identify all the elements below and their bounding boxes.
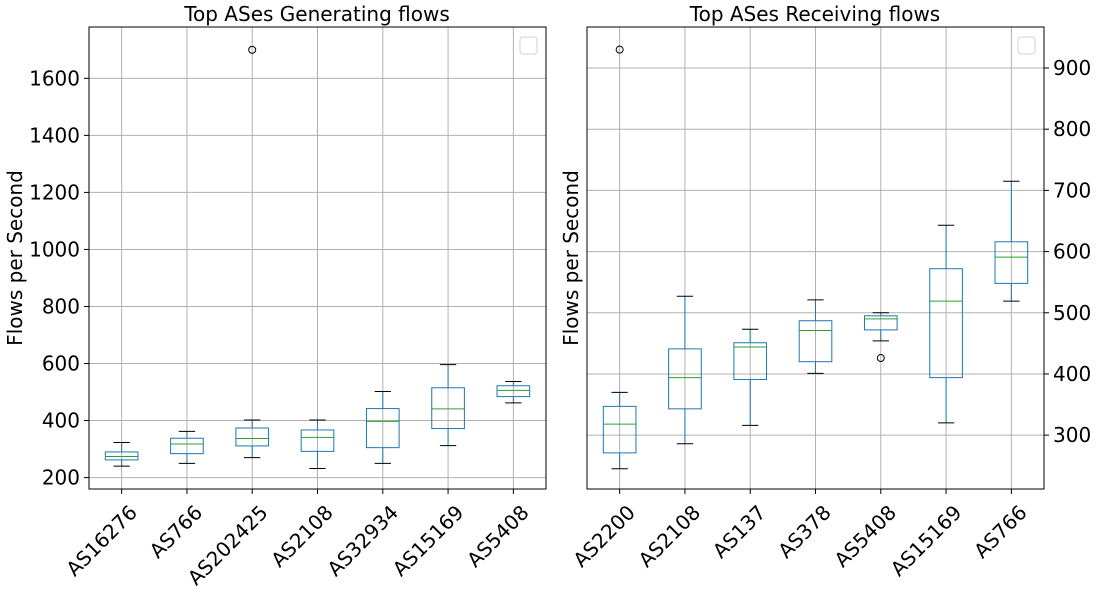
y-axis-label: Flows per Second <box>3 170 27 346</box>
box-body <box>431 387 465 430</box>
x-tick-label-AS766: AS766 <box>145 500 208 563</box>
box-body <box>733 342 768 380</box>
box-AS15169 <box>431 364 465 447</box>
box-body <box>170 437 204 455</box>
y-tick-label-6: 1400 <box>29 123 80 147</box>
y-tick-label-1: 400 <box>1053 362 1091 386</box>
box-AS766 <box>170 430 204 464</box>
x-tick-label-AS15169: AS15169 <box>886 500 967 581</box>
box-AS15169 <box>929 224 963 424</box>
x-tick-label-AS2108: AS2108 <box>634 500 706 572</box>
y-tick-label-1: 400 <box>42 409 80 433</box>
x-tick-label-AS2200: AS2200 <box>568 500 640 572</box>
box-body <box>798 320 833 363</box>
box-body <box>602 405 637 454</box>
y-tick-label-6: 900 <box>1053 56 1091 80</box>
outlier-point-0 <box>615 45 624 54</box>
box-body <box>863 315 898 331</box>
box-AS202425 <box>235 45 270 459</box>
box-AS2200 <box>602 45 637 470</box>
box-body <box>300 429 335 452</box>
box-AS137 <box>733 328 768 426</box>
legend-box <box>519 36 538 55</box>
chart-generating-flows: 200 400 600 800 1000 1200 1400 1600 AS16276 AS766… <box>3 2 547 589</box>
y-tick-label-2: 600 <box>42 352 80 376</box>
y-tick-label-2: 500 <box>1053 301 1091 325</box>
y-tick-label-3: 800 <box>42 294 80 318</box>
x-tick-label-AS378: AS378 <box>773 500 836 563</box>
x-tick-label-AS15169: AS15169 <box>388 500 469 581</box>
chart-title: Top ASes Receiving flows <box>689 2 940 26</box>
y-axis-label: Flows per Second <box>559 170 583 346</box>
x-tick-label-AS766: AS766 <box>969 500 1032 563</box>
box-AS2108 <box>668 295 702 445</box>
box-body <box>994 241 1029 284</box>
box-body <box>235 427 270 447</box>
box-AS766 <box>994 180 1029 302</box>
legend-box <box>1017 36 1036 55</box>
box-AS32934 <box>365 390 400 464</box>
box-AS378 <box>798 299 833 374</box>
y-tick-label-0: 200 <box>42 466 80 490</box>
box-body <box>365 408 400 449</box>
y-tick-label-7: 1600 <box>29 66 80 90</box>
outlier-point-0 <box>876 354 885 363</box>
box-AS16276 <box>104 442 139 467</box>
y-tick-label-0: 300 <box>1053 423 1091 447</box>
y-tick-label-4: 700 <box>1053 178 1091 202</box>
y-tick-label-3: 600 <box>1053 240 1091 264</box>
x-tick-label-AS32934: AS32934 <box>322 500 403 581</box>
box-body <box>104 451 139 461</box>
box-AS2108 <box>300 419 335 469</box>
outlier-point-0 <box>248 45 257 54</box>
box-AS5408 <box>863 312 898 363</box>
chart-title: Top ASes Generating flows <box>183 2 450 26</box>
x-tick-label-AS5408: AS5408 <box>462 500 534 572</box>
y-tick-label-5: 800 <box>1053 117 1091 141</box>
box-body <box>929 268 963 379</box>
y-tick-label-5: 1200 <box>29 180 80 204</box>
box-body <box>496 385 531 398</box>
x-tick-label-AS137: AS137 <box>708 500 771 563</box>
box-AS5408 <box>496 380 531 404</box>
y-tick-label-4: 1000 <box>29 237 80 261</box>
box-body <box>668 348 702 410</box>
x-tick-label-AS16276: AS16276 <box>61 500 142 581</box>
